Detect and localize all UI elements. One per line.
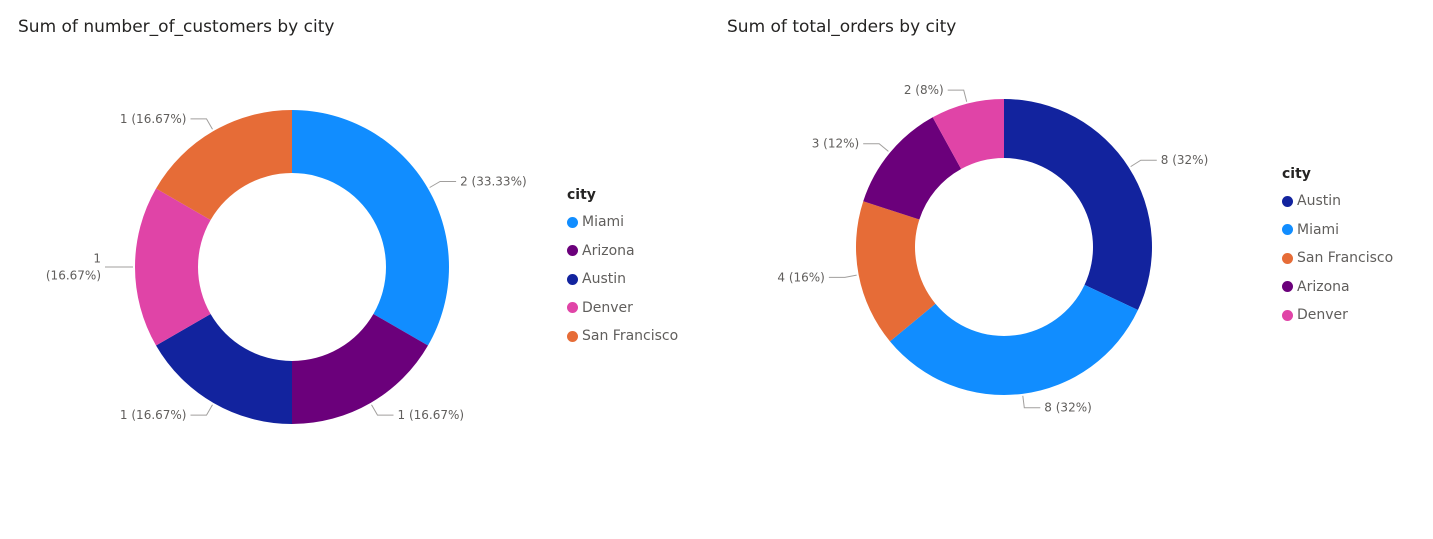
legend-label: San Francisco (582, 328, 679, 345)
data-label-san-francisco: 4 (16%) (777, 270, 824, 284)
legend-title: city (1282, 166, 1311, 182)
legend-marker-icon (1282, 224, 1293, 236)
legend-item-miami[interactable]: Miami (1282, 216, 1393, 245)
legend-item-miami[interactable]: Miami (567, 208, 678, 237)
slice-arizona[interactable] (292, 314, 428, 424)
leader-line-miami (429, 181, 457, 188)
slice-miami[interactable] (292, 110, 449, 346)
data-label-san-francisco: 1 (16.67%) (120, 112, 187, 126)
customers-donut-chart: 2 (33.33%) 1 (16.67%) 1 (16.67%) 1 (16.67%) 1… (46, 110, 527, 424)
legend-marker-icon (567, 330, 578, 342)
legend-item-san-francisco[interactable]: San Francisco (1282, 244, 1393, 273)
legend-label: Denver (582, 299, 633, 316)
legend-label: Denver (1297, 307, 1348, 324)
data-label-austin: 1 (16.67%) (120, 408, 187, 422)
leader-line-austin (1130, 159, 1157, 168)
slice-san-francisco[interactable] (856, 201, 936, 342)
leader-line-arizona (371, 404, 394, 416)
legend-label: Austin (1297, 193, 1341, 210)
customers-donut-visual: Sum of number_of_customers by city 2 (33… (0, 0, 716, 539)
legend: city Austin Miami San Francisco Arizona Denv… (1282, 166, 1393, 330)
slice-austin[interactable] (1004, 99, 1152, 311)
legend-label: San Francisco (1297, 250, 1394, 267)
legend-item-denver[interactable]: Denver (567, 294, 678, 323)
legend-title: city (567, 187, 596, 203)
leader-line-san-francisco (828, 274, 857, 278)
data-label-arizona: 3 (12%) (812, 137, 859, 151)
legend-marker-icon (567, 216, 578, 228)
legend-label: Miami (1297, 221, 1340, 238)
data-label-austin: 8 (32%) (1161, 153, 1208, 167)
legend-marker-icon (567, 302, 578, 314)
slice-denver[interactable] (135, 188, 211, 346)
leader-line-arizona (863, 143, 889, 152)
slice-austin[interactable] (156, 314, 292, 424)
data-label-miami: 8 (32%) (1044, 401, 1091, 415)
legend-item-arizona[interactable]: Arizona (567, 237, 678, 266)
slice-arizona[interactable] (863, 117, 962, 220)
legend-label: Arizona (582, 242, 635, 259)
legend-marker-icon (567, 245, 578, 257)
leader-line-miami (1022, 395, 1041, 409)
leader-line-austin (190, 404, 213, 416)
data-label-denver: 2 (8%) (904, 83, 944, 97)
legend-item-denver[interactable]: Denver (1282, 301, 1393, 330)
data-label-miami: 2 (33.33%) (460, 175, 527, 189)
legend: city Miami Arizona Austin Denver San Francis… (567, 187, 678, 351)
data-label-denver: 1 (16.67%) (46, 252, 101, 283)
legend-marker-icon (1282, 309, 1293, 321)
orders-donut-chart: 8 (32%) 8 (32%) 4 (16%) 3 (12%) 2 (8%) (777, 83, 1208, 415)
legend-label: Arizona (1297, 278, 1350, 295)
legend-marker-icon (567, 273, 578, 285)
legend-label: Miami (582, 214, 625, 231)
legend-marker-icon (1282, 281, 1293, 293)
legend-marker-icon (1282, 252, 1293, 264)
data-label-arizona: 1 (16.67%) (398, 408, 465, 422)
chart-title: Sum of number_of_customers by city (18, 17, 335, 37)
legend-item-austin[interactable]: Austin (567, 265, 678, 294)
legend-item-arizona[interactable]: Arizona (1282, 273, 1393, 302)
legend-marker-icon (1282, 195, 1293, 207)
chart-title: Sum of total_orders by city (727, 17, 957, 37)
legend-label: Austin (582, 271, 626, 288)
leader-line-denver (947, 89, 968, 102)
orders-donut-visual: Sum of total_orders by city 8 (32%) 8 (32… (716, 0, 1433, 539)
leader-line-san-francisco (190, 118, 213, 130)
slice-miami[interactable] (889, 284, 1138, 396)
legend-item-austin[interactable]: Austin (1282, 187, 1393, 216)
legend-item-san-francisco[interactable]: San Francisco (567, 322, 678, 351)
slice-denver[interactable] (932, 99, 1004, 170)
slice-san-francisco[interactable] (156, 110, 292, 220)
